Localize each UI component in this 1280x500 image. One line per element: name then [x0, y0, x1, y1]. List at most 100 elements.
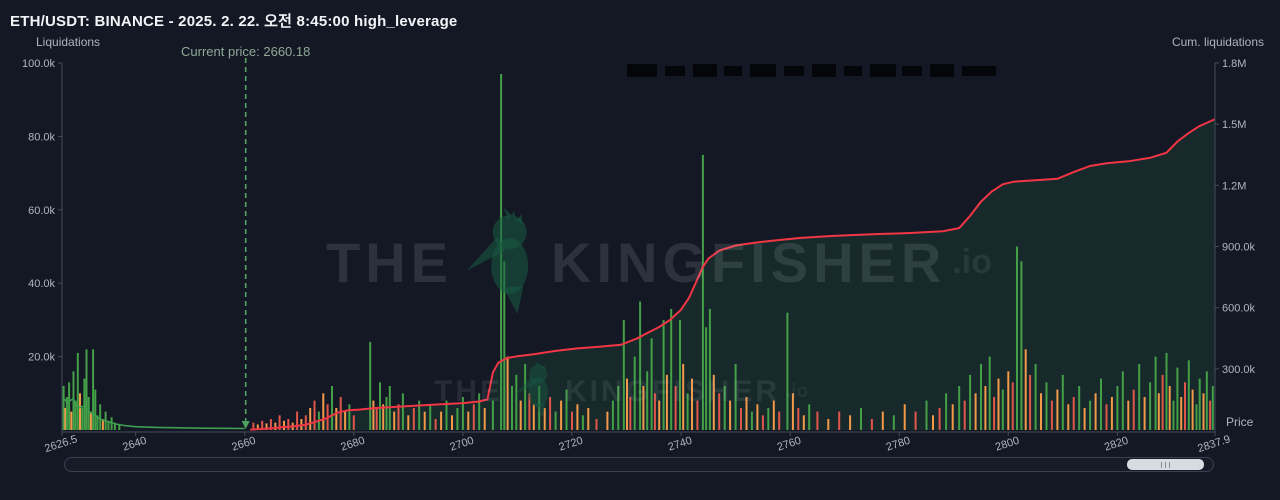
liquidation-bar — [1202, 393, 1205, 430]
liquidation-bar — [1121, 371, 1124, 430]
liquidation-bar — [932, 415, 934, 430]
liquidation-bar — [1067, 404, 1070, 430]
liquidation-bar — [963, 400, 966, 430]
left-axis-tick-label: 100.0k — [22, 58, 56, 70]
liquidation-bar — [500, 74, 503, 430]
liquidation-bar — [74, 400, 77, 430]
redacted-legend-box — [962, 66, 996, 76]
liquidation-bar — [278, 415, 281, 430]
liquidation-bar — [802, 415, 805, 430]
liquidation-bar — [565, 389, 568, 430]
liquidation-bar — [639, 301, 642, 430]
scrollbar-grip-icon — [1165, 461, 1166, 468]
liquidation-bar — [1100, 378, 1102, 430]
liquidation-bar — [472, 404, 475, 430]
liquidation-bar — [745, 397, 748, 430]
liquidation-bar — [925, 400, 928, 430]
liquidation-bar — [1180, 397, 1183, 430]
liquidation-bar — [1061, 374, 1064, 430]
liquidation-bar — [1127, 400, 1130, 430]
liquidation-bar — [658, 400, 661, 430]
liquidation-bar — [670, 308, 673, 430]
x-axis-tick-label: 2760 — [776, 435, 803, 454]
liquidation-bar — [269, 419, 272, 430]
liquidation-bar — [750, 411, 753, 430]
liquidation-bar — [686, 393, 689, 430]
liquidation-bar — [1089, 400, 1092, 430]
liquidation-bar — [665, 374, 668, 430]
liquidation-bar — [633, 356, 636, 430]
liquidation-bar — [352, 415, 355, 430]
liquidation-bar — [265, 423, 268, 430]
liquidation-bar — [70, 411, 73, 430]
chart-scrollbar-handle[interactable] — [1127, 459, 1204, 470]
liquidation-bar — [993, 397, 996, 430]
cumulative-liquidations-line-left — [61, 396, 245, 430]
chart-scrollbar-track[interactable] — [64, 457, 1214, 472]
liquidation-bar — [611, 400, 614, 430]
liquidation-bar — [723, 386, 726, 430]
liquidation-bar — [1094, 393, 1097, 430]
liquidation-bar — [674, 386, 677, 430]
liquidation-bar — [434, 419, 437, 430]
liquidation-bar — [1132, 389, 1135, 430]
liquidation-bar — [304, 415, 307, 430]
liquidation-bar — [296, 411, 299, 430]
left-axis-tick-label: 40.0k — [28, 278, 55, 290]
liquidation-bar — [1138, 363, 1141, 430]
liquidation-bar — [1040, 393, 1042, 430]
redacted-legend-box — [870, 64, 896, 77]
cumulative-liquidations-line — [250, 118, 1216, 431]
liquidation-bar — [344, 411, 347, 430]
liquidation-bar — [1184, 382, 1186, 430]
liquidation-bar — [1024, 349, 1027, 430]
liquidation-bar — [629, 397, 632, 430]
liquidation-bar — [808, 404, 811, 430]
liquidation-bar — [740, 408, 742, 430]
liquidation-bar — [385, 397, 388, 430]
liquidation-bar — [778, 411, 781, 430]
liquidation-bar — [682, 363, 685, 430]
liquidation-bar — [107, 420, 110, 430]
x-axis-tick-label: 2740 — [667, 435, 694, 454]
x-axis-tick-label: 2800 — [994, 435, 1021, 454]
liquidation-bar — [708, 308, 711, 430]
redacted-legend-box — [627, 64, 657, 77]
liquidation-bar — [467, 411, 470, 430]
redacted-legend-box — [693, 64, 717, 77]
liquidation-bar — [252, 422, 255, 430]
current-price-label: Current price: 2660.18 — [181, 44, 311, 59]
liquidation-bar — [65, 397, 68, 430]
liquidation-bar — [79, 393, 81, 430]
liquidation-bar — [407, 415, 410, 430]
liquidation-bar — [397, 404, 400, 430]
liquidation-bar — [382, 404, 385, 430]
liquidation-bar — [595, 419, 598, 430]
liquidation-bar — [543, 408, 546, 430]
liquidation-bar — [734, 363, 737, 430]
liquidation-bar — [1011, 382, 1014, 430]
liquidation-bar — [1172, 400, 1175, 430]
liquidation-bar — [511, 386, 513, 430]
liquidation-bar — [519, 400, 522, 430]
left-axis-tick-label: 80.0k — [28, 131, 55, 143]
liquidation-bar — [827, 419, 830, 430]
liquidation-bar — [423, 411, 426, 430]
liquidation-bar — [538, 386, 541, 430]
liquidation-bar — [838, 411, 841, 430]
liquidation-bar — [379, 382, 381, 430]
liquidation-bar — [401, 393, 404, 430]
liquidation-bar — [914, 411, 917, 430]
liquidation-bar — [68, 382, 71, 430]
liquidation-bar — [606, 411, 609, 430]
liquidation-bar — [87, 397, 90, 430]
liquidation-bar — [461, 397, 464, 430]
liquidation-bar — [1105, 404, 1108, 430]
liquidation-bar — [1050, 400, 1053, 430]
liquidation-bar — [1072, 397, 1075, 430]
liquidation-bar — [1187, 360, 1190, 430]
liquidation-bar — [375, 408, 378, 430]
liquidation-bar — [393, 411, 396, 430]
